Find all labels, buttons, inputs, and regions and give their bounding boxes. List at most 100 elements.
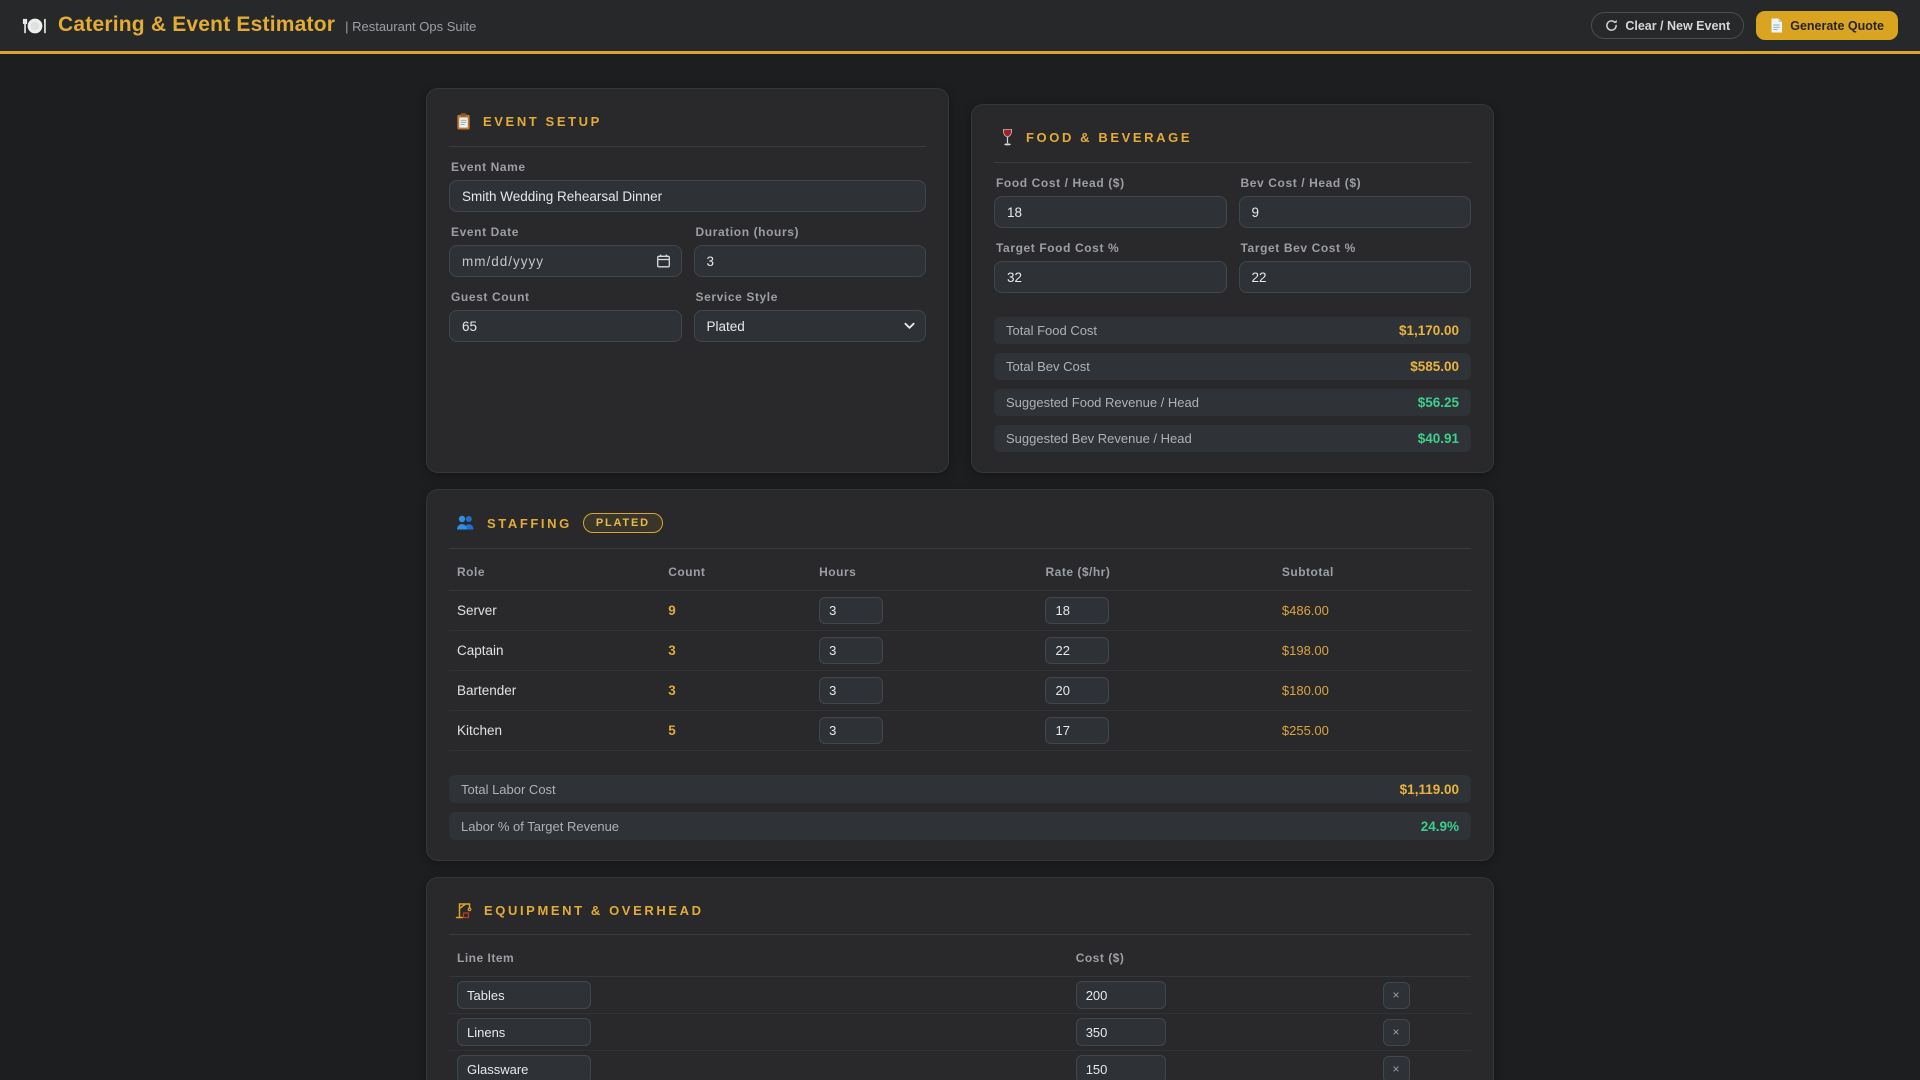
event-name-input[interactable] bbox=[449, 180, 926, 212]
labor-pct-value: 24.9% bbox=[1420, 818, 1459, 834]
total-food-cost-label: Total Food Cost bbox=[1006, 323, 1098, 338]
role-name: Captain bbox=[457, 643, 504, 658]
glassware-item-input[interactable] bbox=[457, 1055, 591, 1080]
target-bev-pct-input[interactable] bbox=[1238, 261, 1471, 293]
equipment-table-header: Line Item Cost ($) bbox=[449, 935, 1471, 977]
role-count: 5 bbox=[668, 723, 676, 738]
glassware-cost-input[interactable] bbox=[1075, 1055, 1166, 1080]
brand: Catering & Event Estimator | Restaurant … bbox=[22, 13, 476, 39]
total-labor-cost-label: Total Labor Cost bbox=[461, 781, 556, 797]
refresh-icon bbox=[1605, 19, 1618, 32]
col-cost: Cost ($) bbox=[1075, 951, 1125, 965]
total-food-cost-value: $1,170.00 bbox=[1398, 323, 1459, 338]
remove-tables-button[interactable]: × bbox=[1382, 981, 1410, 1009]
captain-rate-input[interactable] bbox=[1045, 637, 1110, 664]
col-rate: Rate ($/hr) bbox=[1045, 565, 1111, 579]
event-name-label: Event Name bbox=[451, 160, 526, 174]
role-subtotal: $486.00 bbox=[1281, 603, 1329, 618]
service-style-badge: PLATED bbox=[582, 513, 663, 533]
duration-label: Duration (hours) bbox=[695, 225, 800, 239]
linens-item-input[interactable] bbox=[457, 1018, 591, 1046]
role-count: 3 bbox=[668, 643, 676, 658]
suggested-bev-revenue-value: $40.91 bbox=[1417, 431, 1459, 446]
suggested-bev-revenue-label: Suggested Bev Revenue / Head bbox=[1006, 431, 1192, 446]
staffing-row-captain: Captain 3 $198.00 bbox=[449, 631, 1471, 671]
food-cost-head-input[interactable] bbox=[994, 196, 1227, 228]
clear-new-event-button[interactable]: Clear / New Event bbox=[1591, 12, 1745, 39]
labor-pct-row: Labor % of Target Revenue 24.9% bbox=[449, 812, 1471, 840]
staffing-row-bartender: Bartender 3 $180.00 bbox=[449, 671, 1471, 711]
wine-glass-icon bbox=[1000, 128, 1015, 147]
role-count: 9 bbox=[668, 603, 676, 618]
linens-cost-input[interactable] bbox=[1075, 1018, 1166, 1046]
event-setup-title: EVENT SETUP bbox=[483, 114, 602, 129]
event-date-input[interactable] bbox=[449, 245, 682, 277]
clipboard-icon bbox=[455, 112, 472, 131]
staffing-title: STAFFING bbox=[487, 515, 572, 531]
suggested-food-revenue-label: Suggested Food Revenue / Head bbox=[1006, 395, 1199, 410]
role-name: Server bbox=[457, 603, 497, 618]
remove-glassware-button[interactable]: × bbox=[1382, 1055, 1410, 1080]
food-beverage-panel: FOOD & BEVERAGE Food Cost / Head ($) Bev… bbox=[971, 104, 1494, 473]
tables-cost-input[interactable] bbox=[1075, 981, 1166, 1009]
total-bev-cost-row: Total Bev Cost $585.00 bbox=[994, 353, 1471, 380]
chevron-down-icon bbox=[904, 322, 915, 330]
guest-count-label: Guest Count bbox=[451, 290, 530, 304]
food-beverage-title: FOOD & BEVERAGE bbox=[1026, 130, 1193, 145]
equipment-title: EQUIPMENT & OVERHEAD bbox=[484, 902, 704, 918]
header-actions: Clear / New Event Generate Quote bbox=[1591, 11, 1898, 40]
fork-plate-knife-logo-icon bbox=[22, 13, 48, 39]
col-subtotal: Subtotal bbox=[1281, 565, 1334, 579]
target-food-pct-label: Target Food Cost % bbox=[996, 241, 1120, 255]
equipment-row-glassware: × bbox=[449, 1051, 1471, 1080]
role-subtotal: $198.00 bbox=[1281, 643, 1329, 658]
app-header: Catering & Event Estimator | Restaurant … bbox=[0, 0, 1920, 54]
target-bev-pct-label: Target Bev Cost % bbox=[1240, 241, 1356, 255]
service-style-select[interactable]: Plated bbox=[693, 310, 926, 342]
guest-count-input[interactable] bbox=[449, 310, 682, 342]
suggested-food-revenue-row: Suggested Food Revenue / Head $56.25 bbox=[994, 389, 1471, 416]
calendar-icon[interactable] bbox=[656, 254, 671, 269]
equipment-panel: EQUIPMENT & OVERHEAD Line Item Cost ($) … bbox=[426, 877, 1494, 1080]
remove-linens-button[interactable]: × bbox=[1382, 1018, 1410, 1046]
document-icon bbox=[1770, 18, 1783, 33]
bartender-hours-input[interactable] bbox=[819, 677, 884, 704]
tables-item-input[interactable] bbox=[457, 981, 591, 1009]
staffing-panel: STAFFING PLATED Role Count Hours Rate ($… bbox=[426, 489, 1494, 861]
labor-pct-label: Labor % of Target Revenue bbox=[461, 818, 620, 834]
total-bev-cost-value: $585.00 bbox=[1410, 359, 1459, 374]
role-subtotal: $180.00 bbox=[1281, 683, 1329, 698]
duration-input[interactable] bbox=[693, 245, 926, 277]
staffing-row-kitchen: Kitchen 5 $255.00 bbox=[449, 711, 1471, 751]
target-food-pct-input[interactable] bbox=[994, 261, 1227, 293]
kitchen-hours-input[interactable] bbox=[819, 717, 884, 744]
two-people-icon bbox=[455, 514, 476, 532]
equipment-row-linens: × bbox=[449, 1014, 1471, 1051]
col-count: Count bbox=[668, 565, 706, 579]
total-bev-cost-label: Total Bev Cost bbox=[1006, 359, 1090, 374]
event-date-label: Event Date bbox=[451, 225, 520, 239]
page-title: Catering & Event Estimator bbox=[58, 12, 336, 36]
generate-quote-button[interactable]: Generate Quote bbox=[1756, 11, 1898, 40]
bartender-rate-input[interactable] bbox=[1045, 677, 1110, 704]
server-rate-input[interactable] bbox=[1045, 597, 1110, 624]
food-cost-head-label: Food Cost / Head ($) bbox=[996, 176, 1125, 190]
server-hours-input[interactable] bbox=[819, 597, 884, 624]
service-style-label: Service Style bbox=[695, 290, 779, 304]
staffing-table-header: Role Count Hours Rate ($/hr) Subtotal bbox=[449, 549, 1471, 591]
bev-cost-head-label: Bev Cost / Head ($) bbox=[1240, 176, 1362, 190]
col-role: Role bbox=[457, 565, 486, 579]
total-food-cost-row: Total Food Cost $1,170.00 bbox=[994, 317, 1471, 344]
event-setup-panel: EVENT SETUP Event Name Event Date bbox=[426, 88, 949, 473]
captain-hours-input[interactable] bbox=[819, 637, 884, 664]
suggested-food-revenue-value: $56.25 bbox=[1417, 395, 1459, 410]
clear-new-event-label: Clear / New Event bbox=[1625, 18, 1731, 33]
bev-cost-head-input[interactable] bbox=[1238, 196, 1471, 228]
kitchen-rate-input[interactable] bbox=[1045, 717, 1110, 744]
col-hours: Hours bbox=[819, 565, 857, 579]
generate-quote-label: Generate Quote bbox=[1790, 18, 1884, 33]
main-content: EVENT SETUP Event Name Event Date bbox=[426, 88, 1494, 1080]
construction-crane-icon bbox=[455, 901, 473, 919]
total-labor-cost-value: $1,119.00 bbox=[1399, 781, 1459, 797]
equipment-row-tables: × bbox=[449, 977, 1471, 1014]
